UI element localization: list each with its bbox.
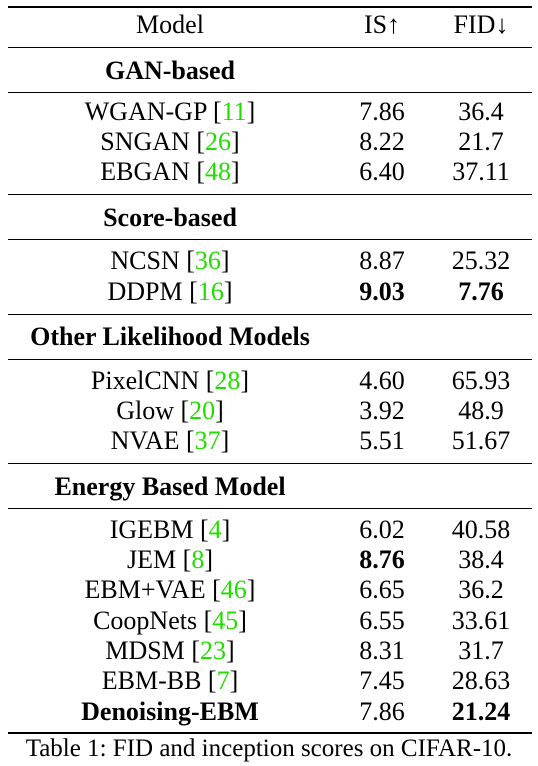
fid-value: 25.32 bbox=[451, 246, 511, 275]
fid-value: 21.7 bbox=[458, 127, 504, 156]
section-title-likelihood: Other Likelihood Models bbox=[30, 322, 310, 351]
section-title-ebm: Energy Based Model bbox=[54, 472, 286, 501]
citation-link[interactable]: 8 bbox=[191, 545, 205, 574]
citation-link[interactable]: 28 bbox=[214, 366, 241, 395]
is-value: 8.76 bbox=[359, 545, 405, 574]
section-rule bbox=[8, 508, 532, 509]
model-name: EBM-BB [7] bbox=[101, 666, 239, 695]
section-title-gan: GAN-based bbox=[104, 56, 235, 85]
table-caption: Table 1: FID and inception scores on CIF… bbox=[25, 735, 513, 762]
fid-value: 65.93 bbox=[451, 366, 511, 395]
model-name: WGAN-GP [11] bbox=[84, 97, 256, 126]
section-rule bbox=[8, 239, 532, 240]
table-row: NVAE [37] 5.51 51.67 bbox=[0, 426, 538, 456]
model-name: SNGAN [26] bbox=[100, 127, 240, 156]
table-row: CoopNets [45] 6.55 33.61 bbox=[0, 606, 538, 636]
section-rule bbox=[8, 463, 532, 464]
section-rule bbox=[8, 314, 532, 315]
is-value: 7.45 bbox=[359, 666, 405, 695]
model-name: Glow [20] bbox=[116, 396, 224, 425]
table-row: EBM+VAE [46] 6.65 36.2 bbox=[0, 575, 538, 605]
table-row: DDPM [16] 9.03 7.76 bbox=[0, 277, 538, 307]
citation-link[interactable]: 26 bbox=[205, 127, 232, 156]
is-value: 5.51 bbox=[359, 426, 405, 455]
section-rule bbox=[8, 359, 532, 360]
table-row: WGAN-GP [11] 7.86 36.4 bbox=[0, 97, 538, 127]
table-row: Denoising-EBM 7.86 21.24 bbox=[0, 697, 538, 727]
is-value: 9.03 bbox=[359, 277, 405, 306]
model-name: DDPM [16] bbox=[107, 277, 233, 306]
citation-link[interactable]: 20 bbox=[189, 396, 216, 425]
table-header-row: Model IS↑ FID↓ bbox=[0, 10, 538, 40]
is-value: 6.02 bbox=[359, 515, 405, 544]
citation-link[interactable]: 7 bbox=[216, 666, 230, 695]
fid-value: 36.2 bbox=[458, 575, 504, 604]
header-model: Model bbox=[136, 10, 204, 39]
table-row: Glow [20] 3.92 48.9 bbox=[0, 396, 538, 426]
table-row: PixelCNN [28] 4.60 65.93 bbox=[0, 366, 538, 396]
table-row: SNGAN [26] 8.22 21.7 bbox=[0, 127, 538, 157]
citation-link[interactable]: 45 bbox=[212, 606, 239, 635]
table-top-rule bbox=[8, 6, 532, 8]
citation-link[interactable]: 11 bbox=[221, 97, 247, 126]
model-name: MDSM [23] bbox=[105, 636, 235, 665]
is-value: 8.31 bbox=[359, 636, 405, 665]
is-value: 3.92 bbox=[359, 396, 405, 425]
is-value: 8.87 bbox=[359, 246, 405, 275]
is-value: 6.40 bbox=[359, 157, 405, 186]
citation-link[interactable]: 48 bbox=[205, 157, 232, 186]
table-row: IGEBM [4] 6.02 40.58 bbox=[0, 515, 538, 545]
fid-value: 21.24 bbox=[451, 697, 511, 726]
citation-link[interactable]: 36 bbox=[194, 246, 221, 275]
is-value: 7.86 bbox=[359, 97, 405, 126]
table-row: EBGAN [48] 6.40 37.11 bbox=[0, 157, 538, 187]
section-title-score: Score-based bbox=[103, 203, 237, 232]
section-rule bbox=[8, 92, 532, 93]
table-bottom-rule bbox=[8, 732, 532, 734]
citation-link[interactable]: 23 bbox=[199, 636, 226, 665]
fid-value: 7.76 bbox=[458, 277, 504, 306]
model-name: NVAE [37] bbox=[110, 426, 230, 455]
model-name: PixelCNN [28] bbox=[90, 366, 250, 395]
fid-value: 37.11 bbox=[452, 157, 510, 186]
header-is: IS↑ bbox=[363, 10, 401, 39]
citation-link[interactable]: 46 bbox=[220, 575, 247, 604]
model-name: EBGAN [48] bbox=[100, 157, 240, 186]
section-rule bbox=[8, 194, 532, 195]
citation-link[interactable]: 37 bbox=[194, 426, 221, 455]
model-name: JEM [8] bbox=[127, 545, 213, 574]
header-fid: FID↓ bbox=[453, 10, 509, 39]
table-row: MDSM [23] 8.31 31.7 bbox=[0, 636, 538, 666]
is-value: 7.86 bbox=[359, 697, 405, 726]
fid-value: 31.7 bbox=[458, 636, 504, 665]
is-value: 8.22 bbox=[359, 127, 405, 156]
fid-value: 36.4 bbox=[458, 97, 504, 126]
is-value: 4.60 bbox=[359, 366, 405, 395]
model-name: IGEBM [4] bbox=[109, 515, 231, 544]
fid-value: 28.63 bbox=[451, 666, 511, 695]
model-name: CoopNets [45] bbox=[93, 606, 247, 635]
citation-link[interactable]: 16 bbox=[197, 277, 224, 306]
model-name: EBM+VAE [46] bbox=[84, 575, 256, 604]
fid-value: 48.9 bbox=[458, 396, 504, 425]
fid-value: 51.67 bbox=[451, 426, 511, 455]
header-rule bbox=[8, 47, 532, 48]
is-value: 6.65 bbox=[359, 575, 405, 604]
citation-link[interactable]: 4 bbox=[208, 515, 222, 544]
table-row: JEM [8] 8.76 38.4 bbox=[0, 545, 538, 575]
table-row: EBM-BB [7] 7.45 28.63 bbox=[0, 666, 538, 696]
fid-value: 33.61 bbox=[451, 606, 511, 635]
model-name: NCSN [36] bbox=[110, 246, 230, 275]
fid-value: 40.58 bbox=[451, 515, 511, 544]
is-value: 6.55 bbox=[359, 606, 405, 635]
fid-value: 38.4 bbox=[458, 545, 504, 574]
table-row: NCSN [36] 8.87 25.32 bbox=[0, 246, 538, 276]
model-name: Denoising-EBM bbox=[81, 697, 259, 726]
